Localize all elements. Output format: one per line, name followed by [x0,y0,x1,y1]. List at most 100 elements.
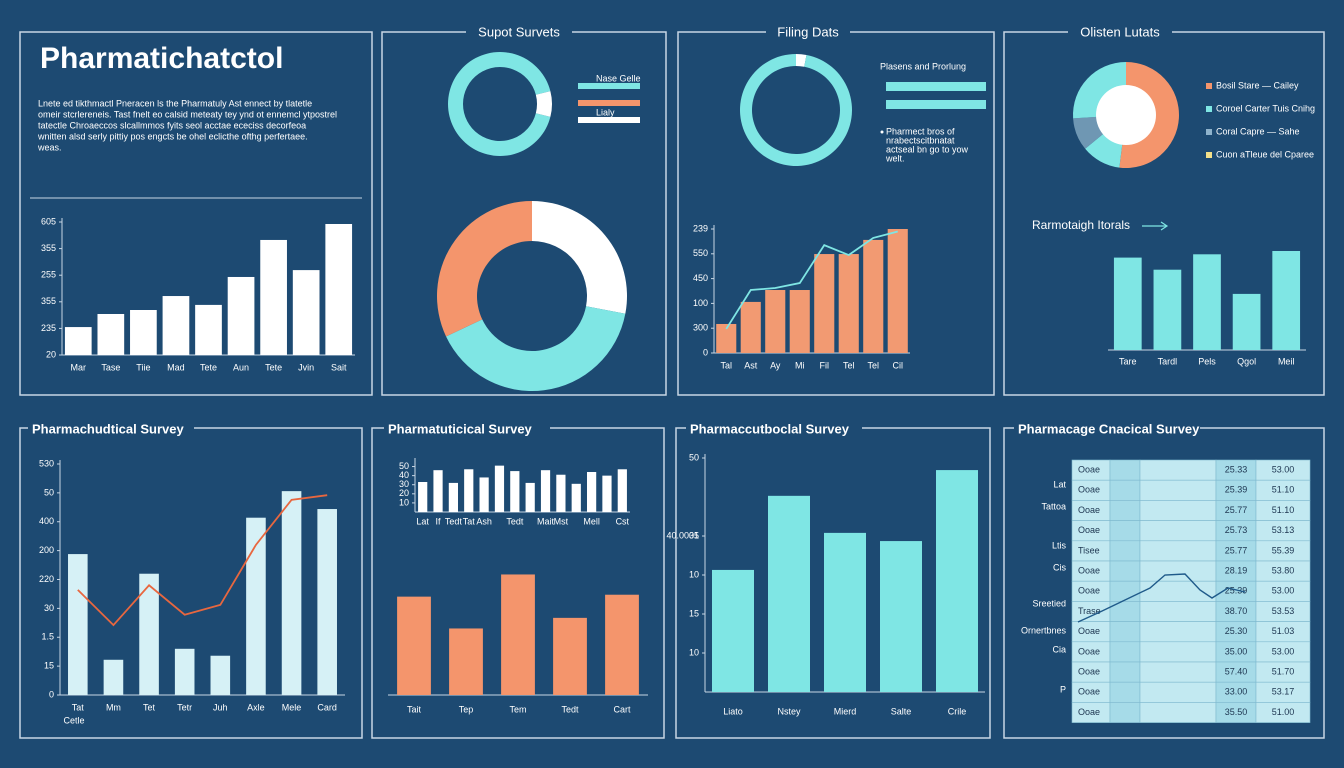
y-tick-label: 100 [693,298,708,308]
table-cell-text: 53.53 [1272,606,1295,616]
legend-swatch [1206,106,1212,112]
bar [260,239,287,355]
y-tick-label: 10 [689,647,699,657]
table-cell-text: 25.77 [1225,505,1248,515]
bar [712,569,754,692]
y-tick-label: 35 [689,530,699,540]
row-label: Sreetied [1032,598,1066,608]
table-cell-text: 53.00 [1272,646,1295,656]
bar [1113,257,1142,350]
table-cell-text: Ooae [1078,464,1100,474]
table-cell [1109,661,1141,683]
bar [716,323,737,353]
x-tick-label: Meil [1278,356,1295,366]
panel-title: Filing Dats [777,24,839,39]
table-cell-text: 25.39 [1225,586,1248,596]
legend-label: Cuon aTleue del Cparee [1216,149,1314,159]
bar [292,270,320,355]
bar [880,541,922,692]
x-tick-label: Cil [893,360,904,370]
bar [494,465,505,512]
bar [540,470,551,512]
x-tick-label: Mi [795,360,805,370]
bar [246,517,266,695]
bar [130,310,157,355]
x-tick-label: Crile [948,706,967,716]
x-tick-label: Jvin [298,362,314,372]
table-cell [1139,580,1217,602]
y-tick-label: 239 [693,223,708,233]
table-cell-text: Tisee [1078,545,1100,555]
x-tick-label: Lat [416,516,429,526]
legend-label: Nase Gelle [596,73,641,83]
x-tick-label: Mierd [834,706,857,716]
bar [768,495,810,692]
table-cell [1139,540,1217,562]
panel-title: Olisten Lutats [1080,24,1160,39]
bar [464,469,474,512]
legend-title: Plasens and Prorlung [880,61,966,71]
bar [617,469,627,512]
bar [838,254,859,353]
x-tick-label: Tase [101,362,120,372]
table-cell-text: 35.00 [1225,646,1248,656]
bar [553,617,587,695]
x-tick-label: Tiie [136,362,150,372]
table-cell-text: 55.39 [1272,545,1295,555]
table-cell [1109,479,1141,501]
bar [139,573,159,695]
table-cell-text: Ooae [1078,505,1100,515]
donut-center [1096,85,1156,145]
y-tick-label: 40 [399,470,409,480]
table-cell [1109,580,1141,602]
bar [587,472,597,512]
x-tick-label: Card [317,702,337,712]
y-tick-label: 550 [693,248,708,258]
note-text: welt. [885,153,905,163]
title-gap [28,421,194,435]
header-text: weas. [37,142,62,152]
y-tick-label: 300 [693,323,708,333]
title-gap [384,421,550,435]
row-label: Cia [1052,644,1066,654]
chart-title: Rarmotaigh Itorals [1032,218,1130,232]
bar [64,327,92,355]
table-cell-text: 53.80 [1272,565,1295,575]
y-tick-label: 220 [39,574,54,584]
y-tick-label: 10 [399,497,409,507]
table-cell-text: Ooae [1078,646,1100,656]
table-cell [1139,560,1217,582]
legend-swatch [1206,83,1212,89]
legend-swatch [578,83,640,89]
y-tick-label: 355 [41,243,56,253]
header-title: Pharmatichatctol [40,42,283,75]
row-label: Lat [1053,479,1066,489]
x-tick-label: Tat [463,516,476,526]
donut-segment [446,306,626,391]
y-tick-label: 605 [41,216,56,226]
legend-label: Bosil Stare — Cailey [1216,80,1299,90]
bar [449,628,483,695]
table-cell [1139,500,1217,521]
x-tick-label: Mele [282,702,302,712]
bar [195,304,222,355]
bar [824,532,866,692]
title-gap [686,421,862,435]
y-tick-label: 355 [41,296,56,306]
bar [97,313,125,355]
title-gap [1014,421,1200,435]
x-tick-label: Cst [616,516,630,526]
table-cell [1109,520,1141,542]
x-tick-label: Tare [1119,356,1137,366]
donut-segment [535,91,553,117]
title-gap [1068,25,1172,39]
bar [317,509,337,695]
x-axis-label: Cetle [63,715,84,725]
table-cell [1139,681,1217,703]
row-label: Cis [1053,562,1066,572]
table-cell [1139,621,1217,643]
x-tick-label: Tal [720,360,732,370]
x-tick-label: Pels [1198,356,1216,366]
panel-title: Supot Survets [478,24,560,39]
x-tick-label: If [436,516,442,526]
